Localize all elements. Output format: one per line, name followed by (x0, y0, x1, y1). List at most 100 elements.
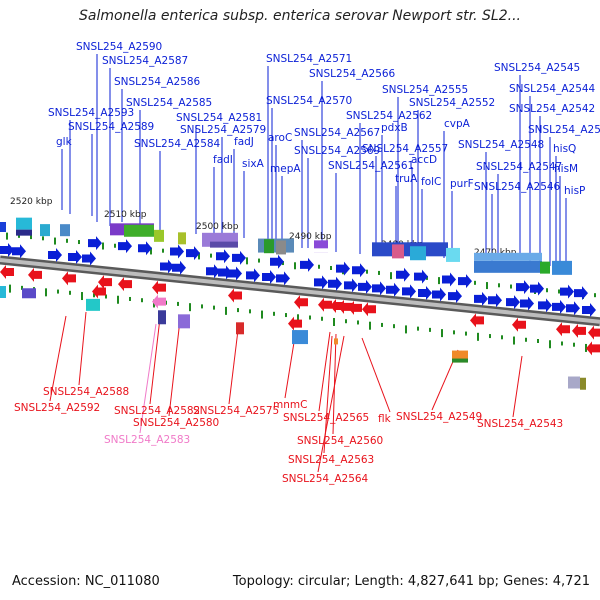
domain-block[interactable] (580, 377, 586, 390)
reverse-gene-arrow[interactable] (294, 295, 308, 310)
reverse-gene-arrow[interactable] (152, 280, 166, 295)
reverse-gene-arrow[interactable] (572, 323, 586, 338)
forward-gene-arrow[interactable] (566, 301, 580, 316)
forward-gene-arrow[interactable] (276, 271, 290, 286)
forward-gene-label[interactable]: SNSL254_A2545 (494, 62, 580, 74)
forward-gene-arrow[interactable] (262, 269, 276, 284)
reverse-gene-label[interactable]: SNSL254_A2563 (288, 454, 374, 466)
domain-block[interactable] (236, 322, 244, 335)
domain-block[interactable] (276, 240, 286, 255)
forward-gene-arrow[interactable] (372, 281, 386, 296)
forward-gene-label[interactable]: SNSL254_A2571 (266, 53, 352, 65)
domain-block[interactable] (210, 241, 238, 248)
domain-block[interactable] (22, 288, 36, 299)
reverse-gene-label[interactable]: SNSL254_A2543 (477, 418, 563, 430)
forward-gene-arrow[interactable] (232, 250, 246, 265)
forward-gene-arrow[interactable] (68, 250, 82, 265)
domain-block[interactable] (178, 232, 186, 245)
forward-gene-label[interactable]: SNSL254_A2546 (474, 181, 561, 193)
forward-gene-label[interactable]: SNSL254_A2584 (134, 138, 221, 150)
domain-block[interactable] (124, 224, 154, 237)
forward-gene-label[interactable]: sixA (242, 158, 265, 170)
reverse-gene-arrow[interactable] (338, 299, 352, 314)
forward-gene-label[interactable]: aroC (268, 132, 292, 144)
forward-gene-label[interactable]: SNSL254_A2589 (68, 121, 154, 133)
forward-gene-label[interactable]: SNSL254_A2585 (126, 97, 212, 109)
forward-gene-label[interactable]: SNSL254_A2569 (294, 145, 380, 157)
reverse-gene-label[interactable]: mnmC (273, 399, 307, 411)
forward-gene-label[interactable]: SNSL254_A2561 (328, 160, 414, 172)
forward-gene-arrow[interactable] (516, 280, 530, 295)
reverse-gene-label[interactable]: SNSL254_A2549 (396, 411, 482, 423)
forward-gene-label[interactable]: accD (411, 154, 437, 166)
domain-block[interactable] (158, 310, 166, 325)
forward-gene-arrow[interactable] (552, 299, 566, 314)
reverse-gene-label[interactable]: SNSL254_A2560 (297, 435, 383, 447)
domain-block[interactable] (154, 229, 164, 242)
forward-gene-arrow[interactable] (560, 284, 574, 299)
reverse-gene-label[interactable]: SNSL254_A2588 (43, 386, 129, 398)
reverse-gene-label[interactable]: SNSL254_A2575 (193, 405, 279, 417)
forward-gene-arrow[interactable] (270, 254, 284, 269)
domain-block[interactable] (540, 261, 550, 274)
forward-gene-arrow[interactable] (352, 263, 366, 278)
forward-gene-label[interactable]: SNSL254_A2587 (102, 55, 188, 67)
domain-block[interactable] (0, 286, 6, 298)
reverse-gene-label[interactable]: SNSL254_A2582 (114, 405, 200, 417)
forward-gene-label[interactable]: SNSL254_A2593 (48, 107, 134, 119)
forward-gene-arrow[interactable] (358, 279, 372, 294)
forward-gene-arrow[interactable] (138, 241, 152, 256)
forward-gene-label[interactable]: pdxB (381, 122, 408, 134)
forward-gene-label[interactable]: SNSL254_A2542 (509, 103, 595, 115)
domain-block[interactable] (568, 376, 580, 389)
forward-gene-arrow[interactable] (506, 295, 520, 310)
forward-gene-label[interactable]: SNSL254_A2562 (346, 110, 432, 122)
forward-gene-arrow[interactable] (418, 286, 432, 301)
forward-gene-arrow[interactable] (458, 274, 472, 289)
reverse-gene-arrow[interactable] (288, 316, 302, 331)
forward-gene-label[interactable]: SNSL254_A2552 (409, 97, 495, 109)
forward-gene-label[interactable]: fadI (213, 154, 233, 166)
reverse-gene-arrow[interactable] (92, 284, 106, 299)
forward-gene-label[interactable]: purF (450, 178, 474, 190)
forward-gene-label[interactable]: SNSL254_A2581 (176, 112, 262, 124)
forward-gene-label[interactable]: hisP (564, 185, 585, 197)
domain-block[interactable] (178, 314, 190, 329)
reverse-gene-arrow[interactable] (28, 267, 42, 282)
reverse-gene-arrow[interactable] (118, 277, 132, 292)
forward-gene-label[interactable]: truA (395, 173, 418, 185)
reverse-gene-arrow[interactable] (62, 271, 76, 286)
forward-gene-label[interactable]: SNSL254_A2567 (294, 127, 380, 139)
reverse-gene-label[interactable]: SNSL254_A2565 (283, 412, 369, 424)
forward-gene-label[interactable]: SNSL254_A2555 (382, 84, 468, 96)
forward-gene-label[interactable]: mepA (270, 163, 301, 175)
forward-gene-arrow[interactable] (488, 293, 502, 308)
forward-gene-label[interactable]: SNSL254_A2557 (362, 143, 448, 155)
domain-block[interactable] (264, 239, 274, 254)
forward-gene-arrow[interactable] (328, 276, 342, 291)
forward-gene-arrow[interactable] (336, 261, 350, 276)
reverse-gene-arrow[interactable] (586, 341, 600, 356)
forward-gene-label[interactable]: SNSL254_A2548 (458, 139, 544, 151)
reverse-gene-arrow[interactable] (0, 265, 14, 279)
domain-block[interactable] (86, 298, 100, 311)
forward-gene-label[interactable]: SNSL254_A2547 (476, 161, 562, 173)
forward-gene-arrow[interactable] (228, 266, 242, 281)
forward-gene-label[interactable]: folC (421, 176, 441, 188)
forward-gene-arrow[interactable] (442, 272, 456, 287)
forward-gene-arrow[interactable] (48, 247, 62, 262)
forward-gene-arrow[interactable] (118, 239, 132, 254)
forward-gene-arrow[interactable] (170, 244, 184, 259)
domain-block[interactable] (314, 248, 328, 253)
forward-gene-arrow[interactable] (432, 287, 446, 302)
forward-gene-label[interactable]: hisQ (553, 143, 576, 155)
forward-gene-arrow[interactable] (530, 281, 544, 296)
forward-gene-label[interactable]: cvpA (444, 118, 471, 130)
forward-gene-arrow[interactable] (0, 243, 14, 257)
forward-gene-label[interactable]: fadJ (234, 136, 254, 148)
reverse-gene-arrow[interactable] (152, 294, 166, 309)
forward-gene-arrow[interactable] (520, 296, 534, 311)
forward-gene-arrow[interactable] (582, 302, 596, 317)
forward-gene-label[interactable]: SNSL254_A2590 (76, 41, 162, 53)
forward-gene-label[interactable]: SNSL254_A2541 (528, 124, 600, 136)
